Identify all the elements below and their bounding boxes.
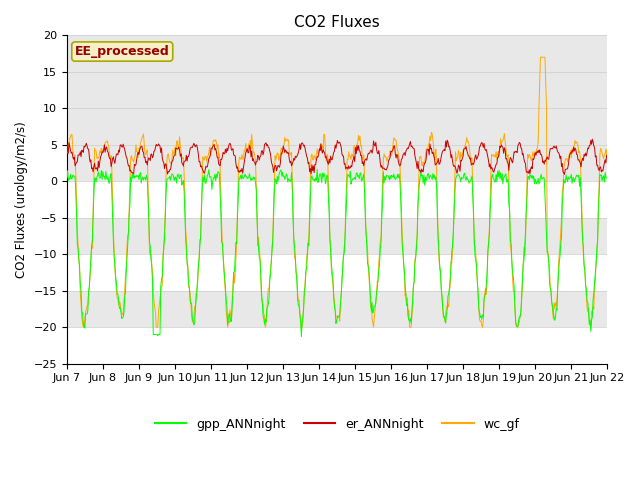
- Y-axis label: CO2 Fluxes (urology/m2/s): CO2 Fluxes (urology/m2/s): [15, 121, 28, 278]
- Bar: [67, 145, 607, 181]
- Bar: [67, 218, 607, 254]
- Bar: [67, 218, 607, 254]
- Legend: gpp_ANNnight, er_ANNnight, wc_gf: gpp_ANNnight, er_ANNnight, wc_gf: [150, 413, 525, 436]
- Text: EE_processed: EE_processed: [75, 45, 170, 58]
- Bar: [67, 291, 607, 327]
- Bar: [67, 36, 607, 72]
- Title: CO2 Fluxes: CO2 Fluxes: [294, 15, 380, 30]
- Bar: [67, 72, 607, 108]
- Bar: [67, 108, 607, 145]
- Bar: [67, 291, 607, 327]
- Bar: [67, 72, 607, 108]
